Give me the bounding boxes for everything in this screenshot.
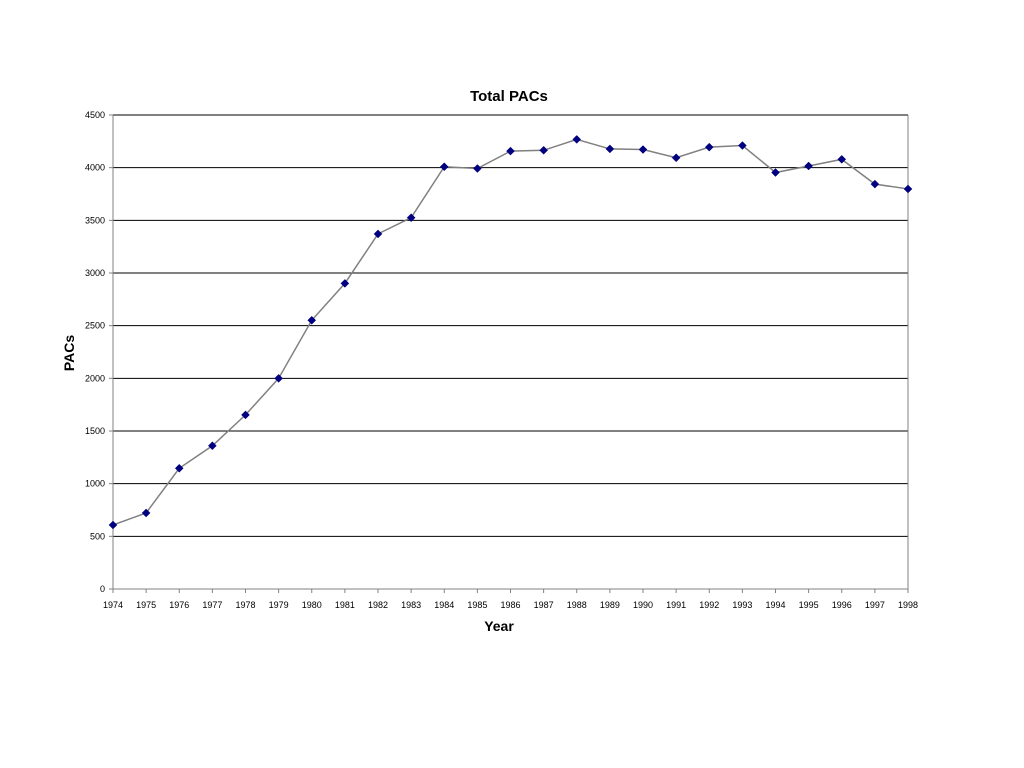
data-point xyxy=(837,154,847,164)
gridlines xyxy=(113,114,908,537)
data-point xyxy=(307,315,317,325)
x-tick-label: 1986 xyxy=(500,600,520,610)
data-point xyxy=(605,144,615,154)
x-tick-label: 1996 xyxy=(832,600,852,610)
data-point xyxy=(406,213,416,223)
y-tick-label: 4500 xyxy=(85,110,105,120)
x-tick-label: 1981 xyxy=(335,600,355,610)
chart-title: Total PACs xyxy=(470,88,548,105)
x-tick-label: 1995 xyxy=(799,600,819,610)
data-series xyxy=(108,135,913,530)
y-tick-label: 2000 xyxy=(85,373,105,383)
x-tick-label: 1989 xyxy=(600,600,620,610)
x-axis-title: Year xyxy=(484,618,514,634)
x-tick-label: 1975 xyxy=(136,600,156,610)
data-point xyxy=(638,145,648,154)
y-tick-label: 1500 xyxy=(85,426,105,436)
data-point xyxy=(771,168,780,177)
axes xyxy=(109,114,909,593)
x-tick-label: 1994 xyxy=(765,600,785,610)
x-tick-label: 1990 xyxy=(633,600,653,610)
y-tick-label: 1000 xyxy=(85,479,105,489)
y-tick-label: 2500 xyxy=(85,321,105,331)
x-tick-label: 1997 xyxy=(865,600,885,610)
x-tick-label: 1998 xyxy=(898,600,918,610)
y-axis-title: PACs xyxy=(61,335,77,372)
x-tick-label: 1993 xyxy=(732,600,752,610)
y-tick-label: 3000 xyxy=(85,268,105,278)
y-tick-label: 4000 xyxy=(85,163,105,173)
x-tick-label: 1987 xyxy=(534,600,554,610)
data-point xyxy=(473,164,482,173)
x-tick-label: 1992 xyxy=(699,600,719,610)
series-line xyxy=(112,138,909,526)
data-point xyxy=(804,161,813,171)
data-point xyxy=(274,373,283,383)
x-tick-label: 1977 xyxy=(202,600,222,610)
data-point xyxy=(340,279,350,288)
data-point xyxy=(903,184,913,194)
x-tick-label: 1982 xyxy=(368,600,388,610)
data-point xyxy=(870,179,880,189)
data-point xyxy=(141,508,151,518)
data-point xyxy=(208,441,217,451)
y-tick-labels: 0 500 1000 1500 2000 2500 3000 3500 4000 4500 xyxy=(85,110,105,594)
x-tick-label: 1978 xyxy=(235,600,255,610)
y-tick-label: 3500 xyxy=(85,215,105,225)
data-point xyxy=(738,141,747,150)
x-tick-label: 1991 xyxy=(666,600,686,610)
data-point xyxy=(572,135,582,144)
y-tick-label: 0 xyxy=(100,584,105,594)
x-tick-label: 1976 xyxy=(169,600,189,610)
data-point xyxy=(671,153,681,163)
data-point xyxy=(439,162,449,172)
data-point xyxy=(704,142,714,152)
y-tick-label: 500 xyxy=(90,531,105,541)
data-point xyxy=(506,146,515,156)
data-point xyxy=(539,145,548,155)
x-tick-labels: 1974 1975 1976 1977 1978 1979 1980 1981 1982 1983… xyxy=(103,600,918,610)
data-point xyxy=(174,463,184,473)
x-tick-label: 1983 xyxy=(401,600,421,610)
x-tick-label: 1988 xyxy=(567,600,587,610)
x-tick-label: 1985 xyxy=(467,600,487,610)
x-tick-label: 1979 xyxy=(269,600,289,610)
x-tick-label: 1974 xyxy=(103,600,123,610)
data-point xyxy=(241,410,250,420)
x-tick-label: 1980 xyxy=(302,600,322,610)
data-point xyxy=(108,520,118,530)
x-tick-label: 1984 xyxy=(434,600,454,610)
data-point xyxy=(373,229,383,239)
